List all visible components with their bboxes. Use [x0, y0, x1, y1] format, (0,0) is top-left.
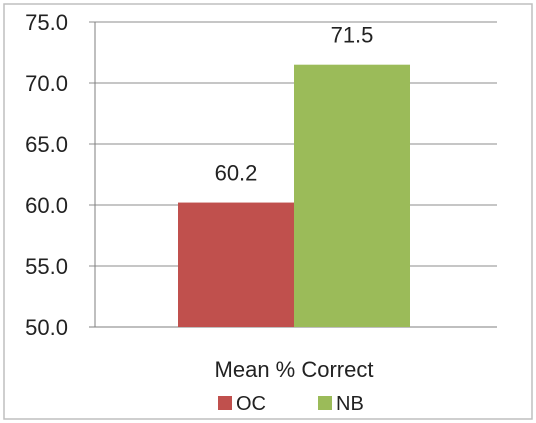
y-tick-label: 65.0 [25, 132, 68, 157]
legend-swatch-oc [218, 396, 232, 410]
x-category-label: Mean % Correct [215, 357, 374, 382]
legend-label-oc: OC [236, 393, 266, 415]
y-tick-label: 70.0 [25, 71, 68, 96]
y-tick-label: 60.0 [25, 193, 68, 218]
bar-oc [178, 203, 294, 327]
y-tick-label: 75.0 [25, 10, 68, 35]
legend-swatch-nb [318, 396, 332, 410]
bar-nb [294, 65, 410, 327]
data-label-oc: 60.2 [215, 161, 258, 186]
y-tick-label: 50.0 [25, 315, 68, 340]
data-label-nb: 71.5 [331, 23, 374, 48]
legend-label-nb: NB [336, 393, 364, 415]
y-tick-label: 55.0 [25, 254, 68, 279]
